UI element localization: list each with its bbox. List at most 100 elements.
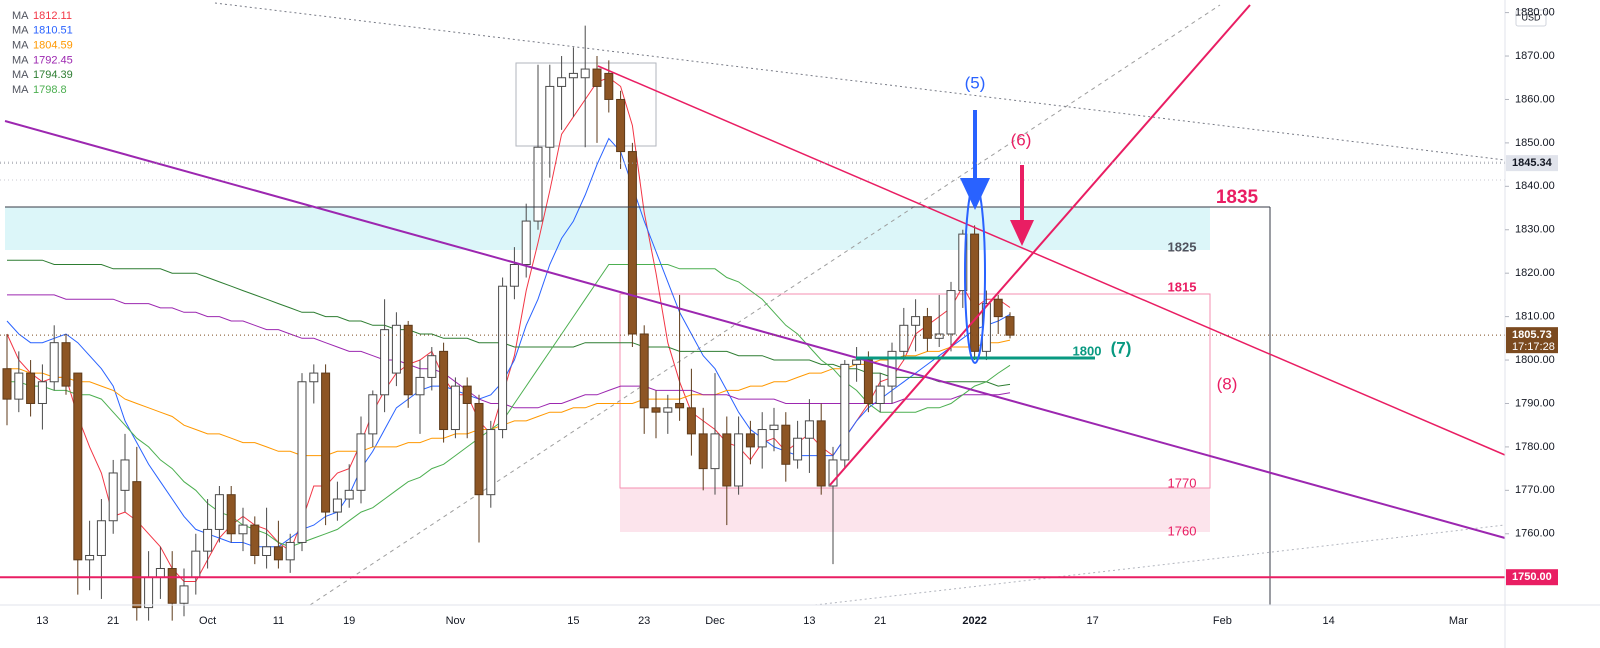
candle-body bbox=[627, 151, 637, 335]
candle-body bbox=[545, 85, 555, 148]
annotation: 1770 bbox=[1168, 475, 1197, 490]
annotation: 1835 bbox=[1216, 187, 1259, 208]
candle-body bbox=[722, 433, 732, 487]
y-tick-label: 1850.00 bbox=[1515, 137, 1555, 149]
x-tick-label: Oct bbox=[199, 615, 216, 627]
candle-body bbox=[26, 372, 36, 404]
legend-value: 1812.11 bbox=[33, 10, 72, 22]
candle-body bbox=[2, 368, 12, 400]
y-tick-label: 1800.00 bbox=[1515, 354, 1555, 366]
candle-body bbox=[521, 220, 531, 265]
candle-body bbox=[49, 342, 59, 383]
x-tick-label: 19 bbox=[343, 615, 355, 627]
candle-body bbox=[946, 290, 956, 335]
x-tick-label: 13 bbox=[803, 615, 815, 627]
legend-name: MA bbox=[12, 10, 29, 22]
annotation: 1825 bbox=[1168, 239, 1197, 254]
candle-body bbox=[651, 407, 661, 413]
candle-body bbox=[14, 372, 24, 400]
drawings-back bbox=[0, 2, 1506, 606]
legend: MA 1812.11 MA 1810.51 MA 1804.59 MA 1792.45 MA 17… bbox=[12, 10, 73, 96]
candle-body bbox=[226, 494, 236, 535]
dotted-trend bbox=[814, 524, 1506, 606]
candle-body bbox=[616, 98, 626, 153]
y-tick-label: 1880.00 bbox=[1515, 7, 1555, 19]
countdown: 17:17:28 bbox=[1512, 341, 1555, 353]
y-tick-label: 1840.00 bbox=[1515, 180, 1555, 192]
x-tick-label: 21 bbox=[874, 615, 886, 627]
candle-body bbox=[769, 424, 779, 431]
legend-value: 1804.59 bbox=[33, 40, 73, 52]
x-tick-label: 14 bbox=[1322, 615, 1334, 627]
candle-body bbox=[427, 355, 437, 378]
candle-body bbox=[132, 481, 142, 609]
x-tick-label: 17 bbox=[1086, 615, 1098, 627]
y-tick-label: 1830.00 bbox=[1515, 224, 1555, 236]
price-label: 1750.00 bbox=[1512, 571, 1552, 583]
candle-body bbox=[167, 568, 177, 604]
candle-body bbox=[1005, 316, 1015, 336]
top-box bbox=[515, 62, 657, 147]
x-tick-label: 23 bbox=[638, 615, 650, 627]
candle-body bbox=[262, 546, 272, 556]
annotation: 1760 bbox=[1168, 523, 1197, 538]
candle-body bbox=[214, 494, 224, 530]
pink-trend-up bbox=[829, 4, 1251, 486]
candle-body bbox=[85, 554, 95, 561]
annotation: (5) bbox=[965, 73, 986, 92]
dotted-trend bbox=[214, 2, 1506, 161]
candle-body bbox=[450, 385, 460, 431]
candle-body bbox=[73, 372, 83, 561]
y-tick-label: 1860.00 bbox=[1515, 93, 1555, 105]
price-label-box bbox=[1506, 569, 1558, 586]
candle-body bbox=[793, 437, 803, 461]
candle-body bbox=[439, 350, 449, 431]
candle-body bbox=[498, 285, 508, 431]
candle-body bbox=[179, 585, 189, 604]
candle-body bbox=[403, 324, 413, 396]
arrow-6-head bbox=[1010, 220, 1034, 246]
candle-body bbox=[592, 68, 602, 87]
price-label-box bbox=[1506, 327, 1558, 354]
y-tick-label: 1810.00 bbox=[1515, 311, 1555, 323]
candle-body bbox=[863, 359, 873, 404]
dashed-trend bbox=[309, 4, 1221, 606]
y-tick-label: 1770.00 bbox=[1515, 484, 1555, 496]
candle-body bbox=[993, 298, 1003, 318]
purple-trend bbox=[4, 120, 1506, 539]
candle-body bbox=[639, 333, 649, 409]
price-label: 1805.73 bbox=[1512, 329, 1552, 341]
legend-name: MA bbox=[12, 40, 29, 52]
x-tick-label: Mar bbox=[1449, 615, 1468, 627]
y-tick-label: 1870.00 bbox=[1515, 50, 1555, 62]
candle-body bbox=[191, 550, 201, 578]
candle-body bbox=[663, 407, 673, 413]
candle-body bbox=[321, 372, 331, 513]
candle-body bbox=[61, 342, 71, 387]
candle-body bbox=[604, 72, 614, 100]
annotation: 1815 bbox=[1168, 279, 1197, 294]
candle-body bbox=[332, 498, 342, 513]
candle-body bbox=[710, 433, 720, 470]
candle-body bbox=[781, 424, 791, 465]
y-tick-label: 1790.00 bbox=[1515, 397, 1555, 409]
candle-body bbox=[580, 68, 590, 79]
candle-body bbox=[970, 233, 980, 352]
x-tick-label: 15 bbox=[567, 615, 579, 627]
price-label: 1845.34 bbox=[1512, 157, 1553, 169]
candle-body bbox=[852, 359, 862, 365]
candle-body bbox=[250, 524, 260, 556]
candle-body bbox=[509, 263, 519, 287]
candle-body bbox=[911, 316, 921, 326]
drawings-front: (5) (6) 1835 1825 1815 1800 (7) (8) 1770… bbox=[4, 4, 1506, 605]
legend-value: 1810.51 bbox=[33, 25, 73, 37]
pink-trend-down bbox=[597, 65, 1506, 456]
annotation: (8) bbox=[1217, 374, 1238, 393]
candle-body bbox=[804, 420, 814, 439]
candle-body bbox=[533, 146, 543, 222]
x-tick-label: 11 bbox=[273, 615, 284, 627]
